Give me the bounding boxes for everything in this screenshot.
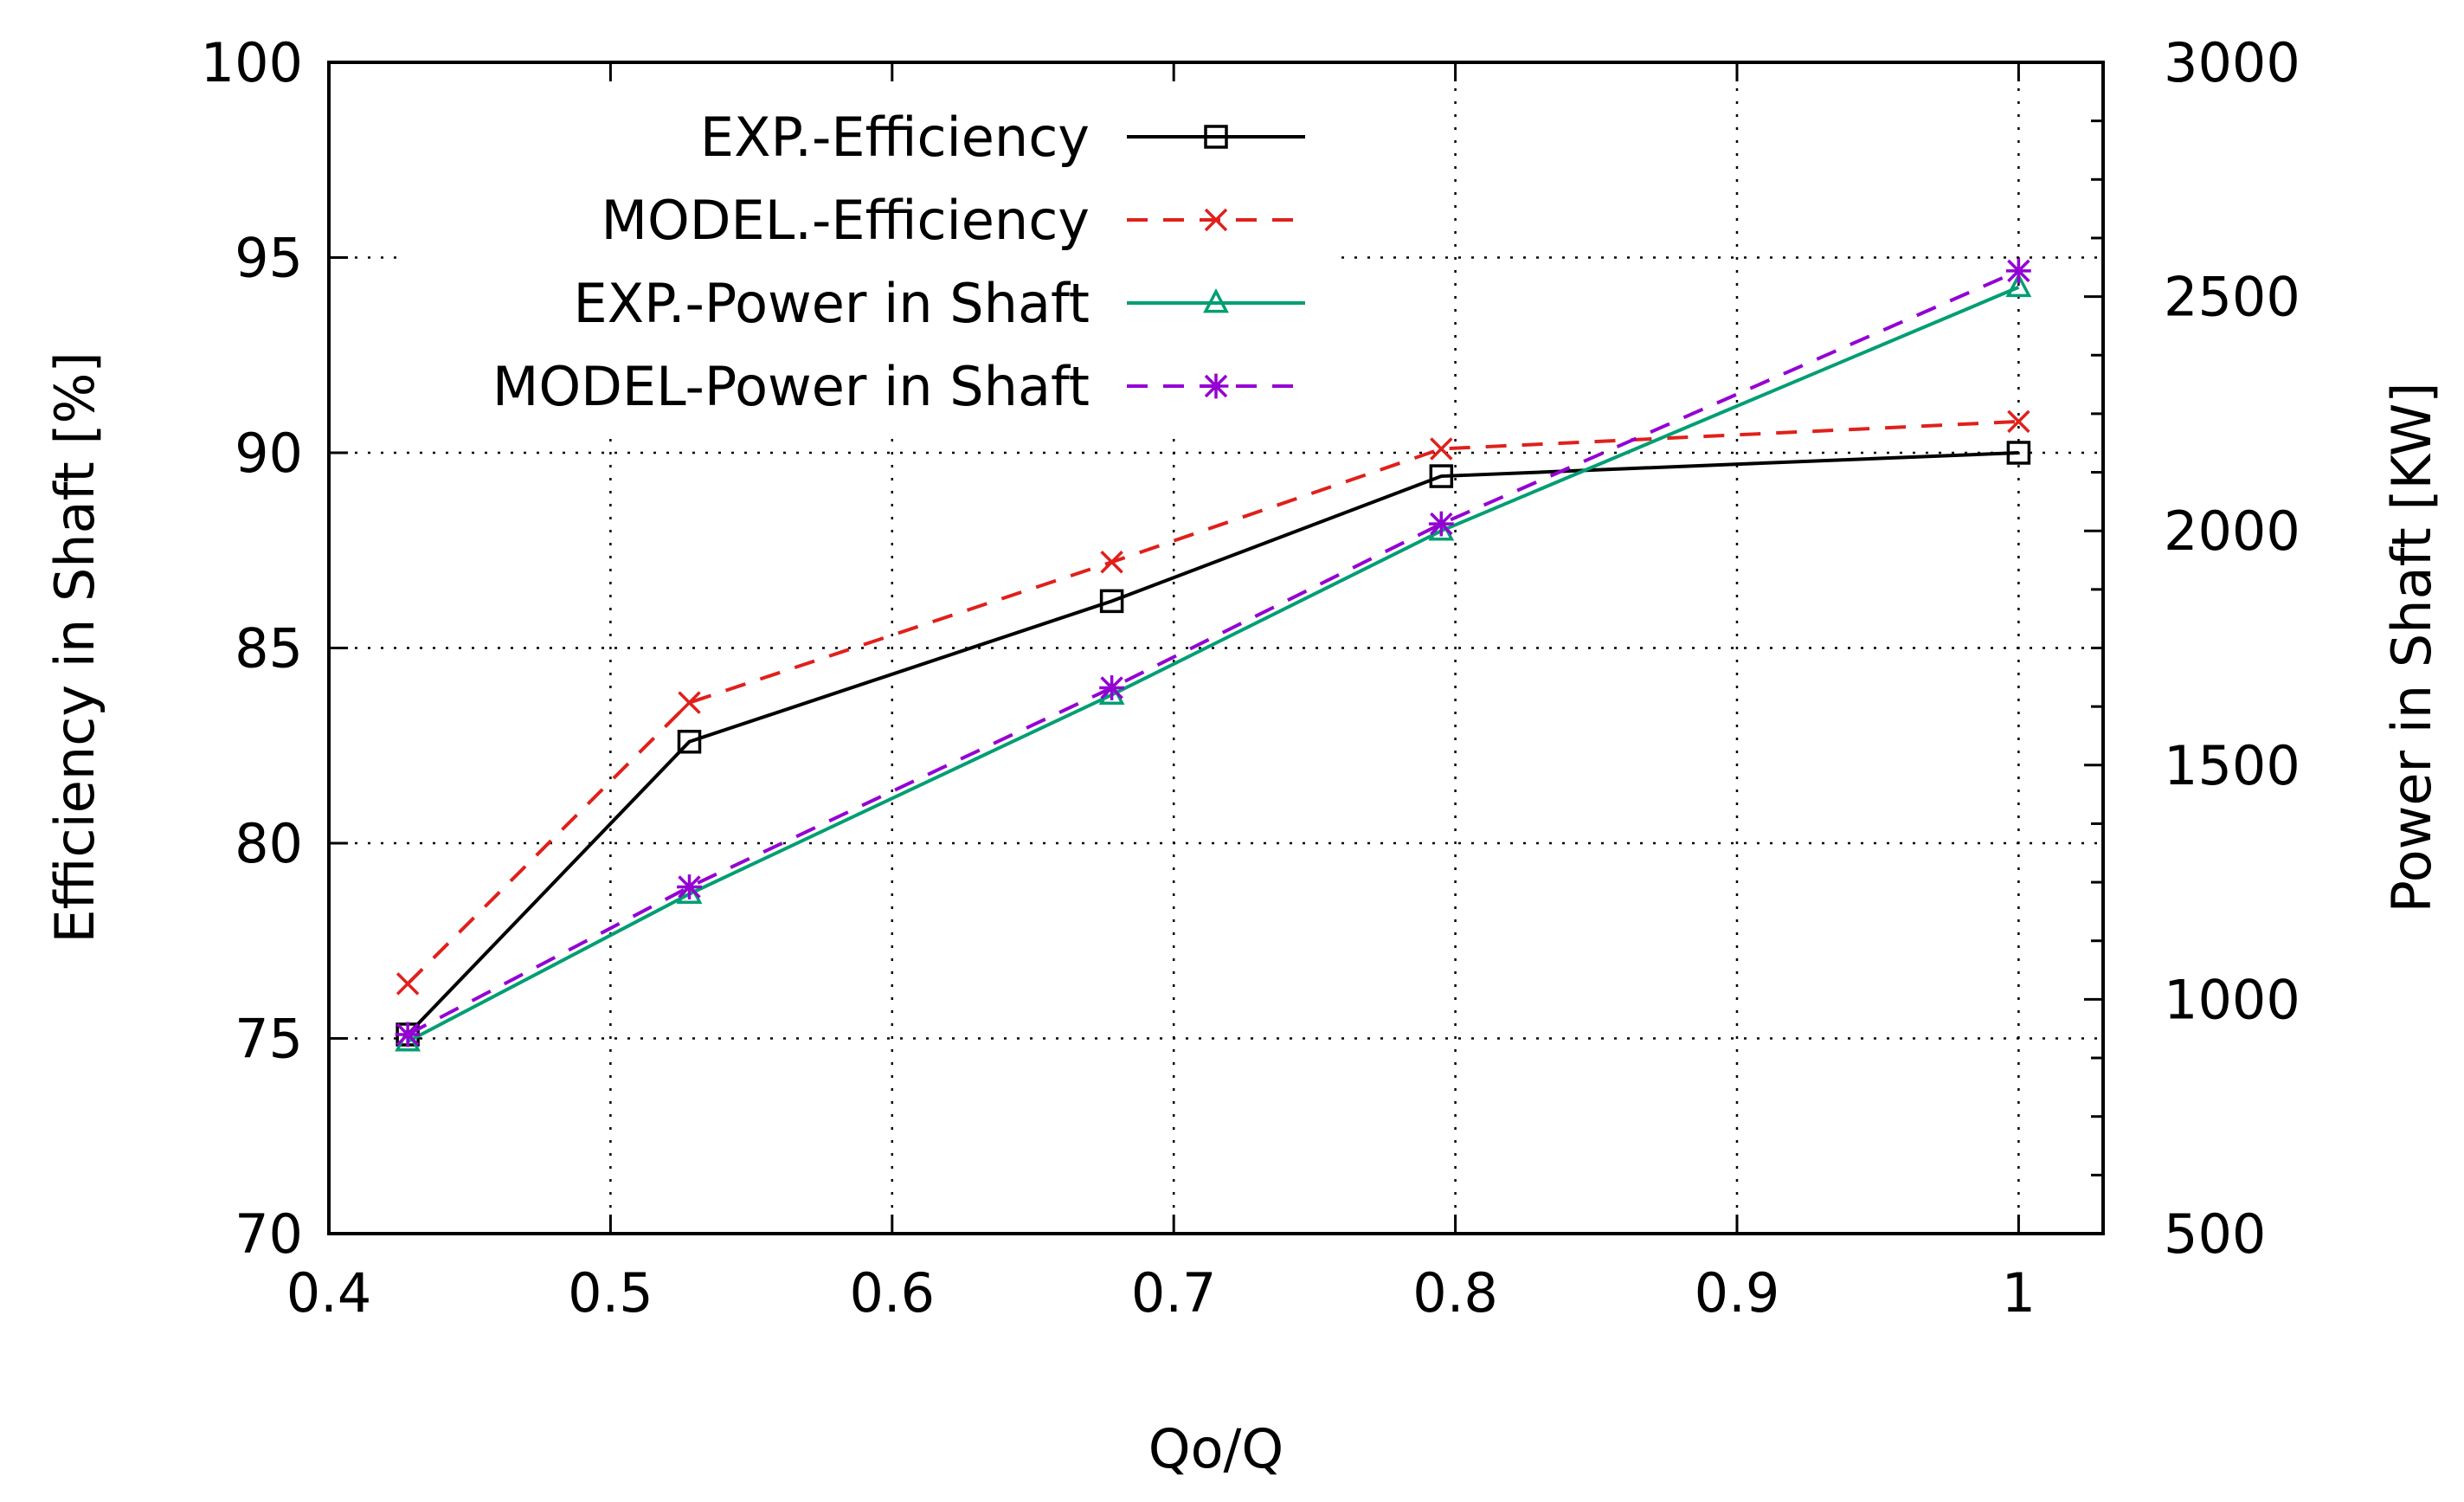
data-point-model-efficiency-stroke [678,691,701,714]
x-tick-label: 0.6 [849,1261,935,1325]
data-point-model-efficiency [678,691,701,714]
y-tick-label: 100 [201,31,303,94]
y2-tick-label: 1000 [2164,968,2300,1031]
data-point-exp-efficiency [677,729,702,754]
legend-marker-model-power-in-shaft [1203,373,1229,399]
legend-label-model-power-in-shaft: MODEL-Power in Shaft [492,355,1090,418]
legend-marker-model-efficiency-stroke [1204,208,1228,232]
legend-marker-model-efficiency [1204,208,1228,232]
data-point-exp-power-in-shaft [2005,272,2032,298]
data-point-exp-efficiency [2006,441,2031,465]
legend: EXP.-Efficiency MODEL.-Efficiency EXP.-Pow… [492,106,1305,418]
legend-label-model-efficiency: MODEL.-Efficiency [602,189,1090,252]
data-point-model-power-in-shaft [677,874,702,899]
axis-layer: 0.4 0.5 0.6 0.7 0.8 0.9 1 70 75 80 85 90 95 100 500 100… [201,31,2300,1325]
data-point-model-efficiency [396,972,420,996]
x-tick-label: 0.7 [1131,1261,1217,1325]
series-layer [395,258,2032,1052]
x-axis-title: Qo/Q [1148,1417,1283,1480]
y-tick-label: 70 [235,1202,303,1266]
y2-tick-label: 1500 [2164,734,2300,797]
legend-background [407,87,1341,436]
series-line-model-efficiency [406,419,2019,985]
y-tick-label: 75 [235,1008,303,1071]
x-tick-label: 0.4 [286,1261,372,1325]
data-point-model-efficiency-stroke [1100,551,1123,574]
legend-label-exp-power-in-shaft: EXP.-Power in Shaft [573,272,1090,335]
data-point-model-efficiency [1100,551,1123,574]
y-tick-label: 85 [235,617,303,680]
y-tick-label: 90 [235,422,303,485]
data-point-model-efficiency-stroke [396,972,420,996]
data-point-model-efficiency [2007,409,2030,434]
y-tick-label: 80 [235,812,303,875]
series-line-exp-efficiency [406,451,2019,1036]
y2-tick-label: 3000 [2164,31,2300,94]
series-line-model-power-in-shaft [407,269,2020,1036]
data-point-exp-efficiency [1099,589,1124,614]
y2-tick-label: 500 [2164,1202,2266,1266]
y2-tick-label: 2000 [2164,500,2300,563]
legend-label-exp-efficiency: EXP.-Efficiency [700,106,1090,169]
data-point-model-power-in-shaft [1099,675,1125,700]
y-tick-label: 95 [235,227,303,290]
data-point-exp-efficiency [1429,464,1454,488]
y2-tick-label: 2500 [2164,266,2300,329]
x-tick-label: 0.8 [1412,1261,1498,1325]
x-tick-label: 0.5 [568,1261,653,1325]
data-point-model-power-in-shaft [395,1022,421,1048]
y2-axis-title: Power in Shaft [KW] [2380,383,2443,913]
data-point-model-efficiency-stroke [2007,409,2030,434]
legend-marker-exp-power-in-shaft [1203,288,1229,313]
data-point-model-efficiency-stroke [1430,437,1453,461]
data-point-model-power-in-shaft [2005,258,2031,284]
x-tick-label: 0.9 [1695,1261,1780,1325]
data-point-model-efficiency [1430,437,1453,461]
x-tick-label: 1 [2002,1261,2036,1325]
y-axis-title: Efficiency in Shaft [%] [43,351,106,943]
data-point-model-power-in-shaft [1428,511,1454,537]
legend-marker-exp-efficiency [1204,125,1228,149]
